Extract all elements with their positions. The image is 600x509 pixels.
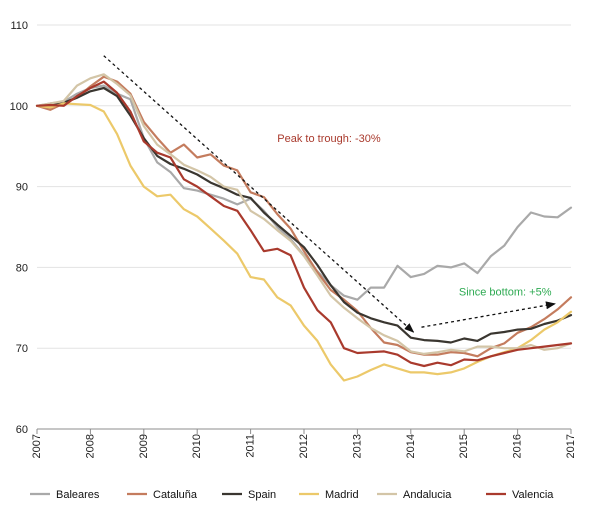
legend-label-catalu-a: Cataluña — [153, 489, 198, 501]
x-tick-label: 2011 — [245, 434, 257, 458]
x-tick-label: 2014 — [405, 434, 417, 458]
y-tick-label: 110 — [10, 20, 28, 32]
y-tick-label: 70 — [16, 343, 28, 355]
series-lines — [35, 73, 573, 382]
x-tick-label: 2007 — [31, 434, 43, 458]
legend: Baleares Cataluña Spain Madrid Andalucia Vale… — [30, 489, 554, 501]
legend-label-baleares: Baleares — [56, 489, 100, 501]
annotation-arrow-1 — [103, 55, 415, 333]
y-tick-label: 90 — [16, 182, 28, 194]
series-line-spain — [35, 86, 573, 344]
annotations: Peak to trough: -30% Since bottom: +5% — [103, 55, 556, 333]
y-tick-label: 60 — [16, 424, 28, 436]
legend-label-madrid: Madrid — [325, 489, 359, 501]
x-tick-label: 2016 — [512, 434, 524, 458]
legend-label-spain: Spain — [248, 489, 276, 501]
legend-label-valencia: Valencia — [512, 489, 554, 501]
x-tick-label: 2015 — [458, 434, 470, 458]
annotation-label-1: Peak to trough: -30% — [277, 133, 381, 145]
y-axis: 60 70 80 90 100 110 — [10, 20, 28, 436]
legend-label-andalucia: Andalucia — [403, 489, 452, 501]
y-tick-label: 80 — [16, 262, 28, 274]
x-tick-label: 2012 — [298, 434, 310, 458]
x-tick-label: 2009 — [138, 434, 150, 458]
x-tick-label: 2013 — [351, 434, 363, 458]
x-tick-label: 2008 — [84, 434, 96, 458]
series-line-valencia — [35, 80, 573, 368]
x-tick-label: 2017 — [565, 434, 577, 458]
x-axis: 2007 2008 2009 2010 2011 2012 2013 2014 2015 2016… — [31, 428, 577, 458]
x-tick-label: 2010 — [191, 434, 203, 458]
grid-lines — [37, 24, 571, 430]
series-line-catalu-a — [35, 75, 573, 358]
series-line-andalucia — [35, 73, 573, 355]
annotation-label-2: Since bottom: +5% — [459, 287, 552, 299]
y-tick-label: 100 — [10, 101, 28, 113]
annotation-arrow-2 — [421, 301, 556, 328]
